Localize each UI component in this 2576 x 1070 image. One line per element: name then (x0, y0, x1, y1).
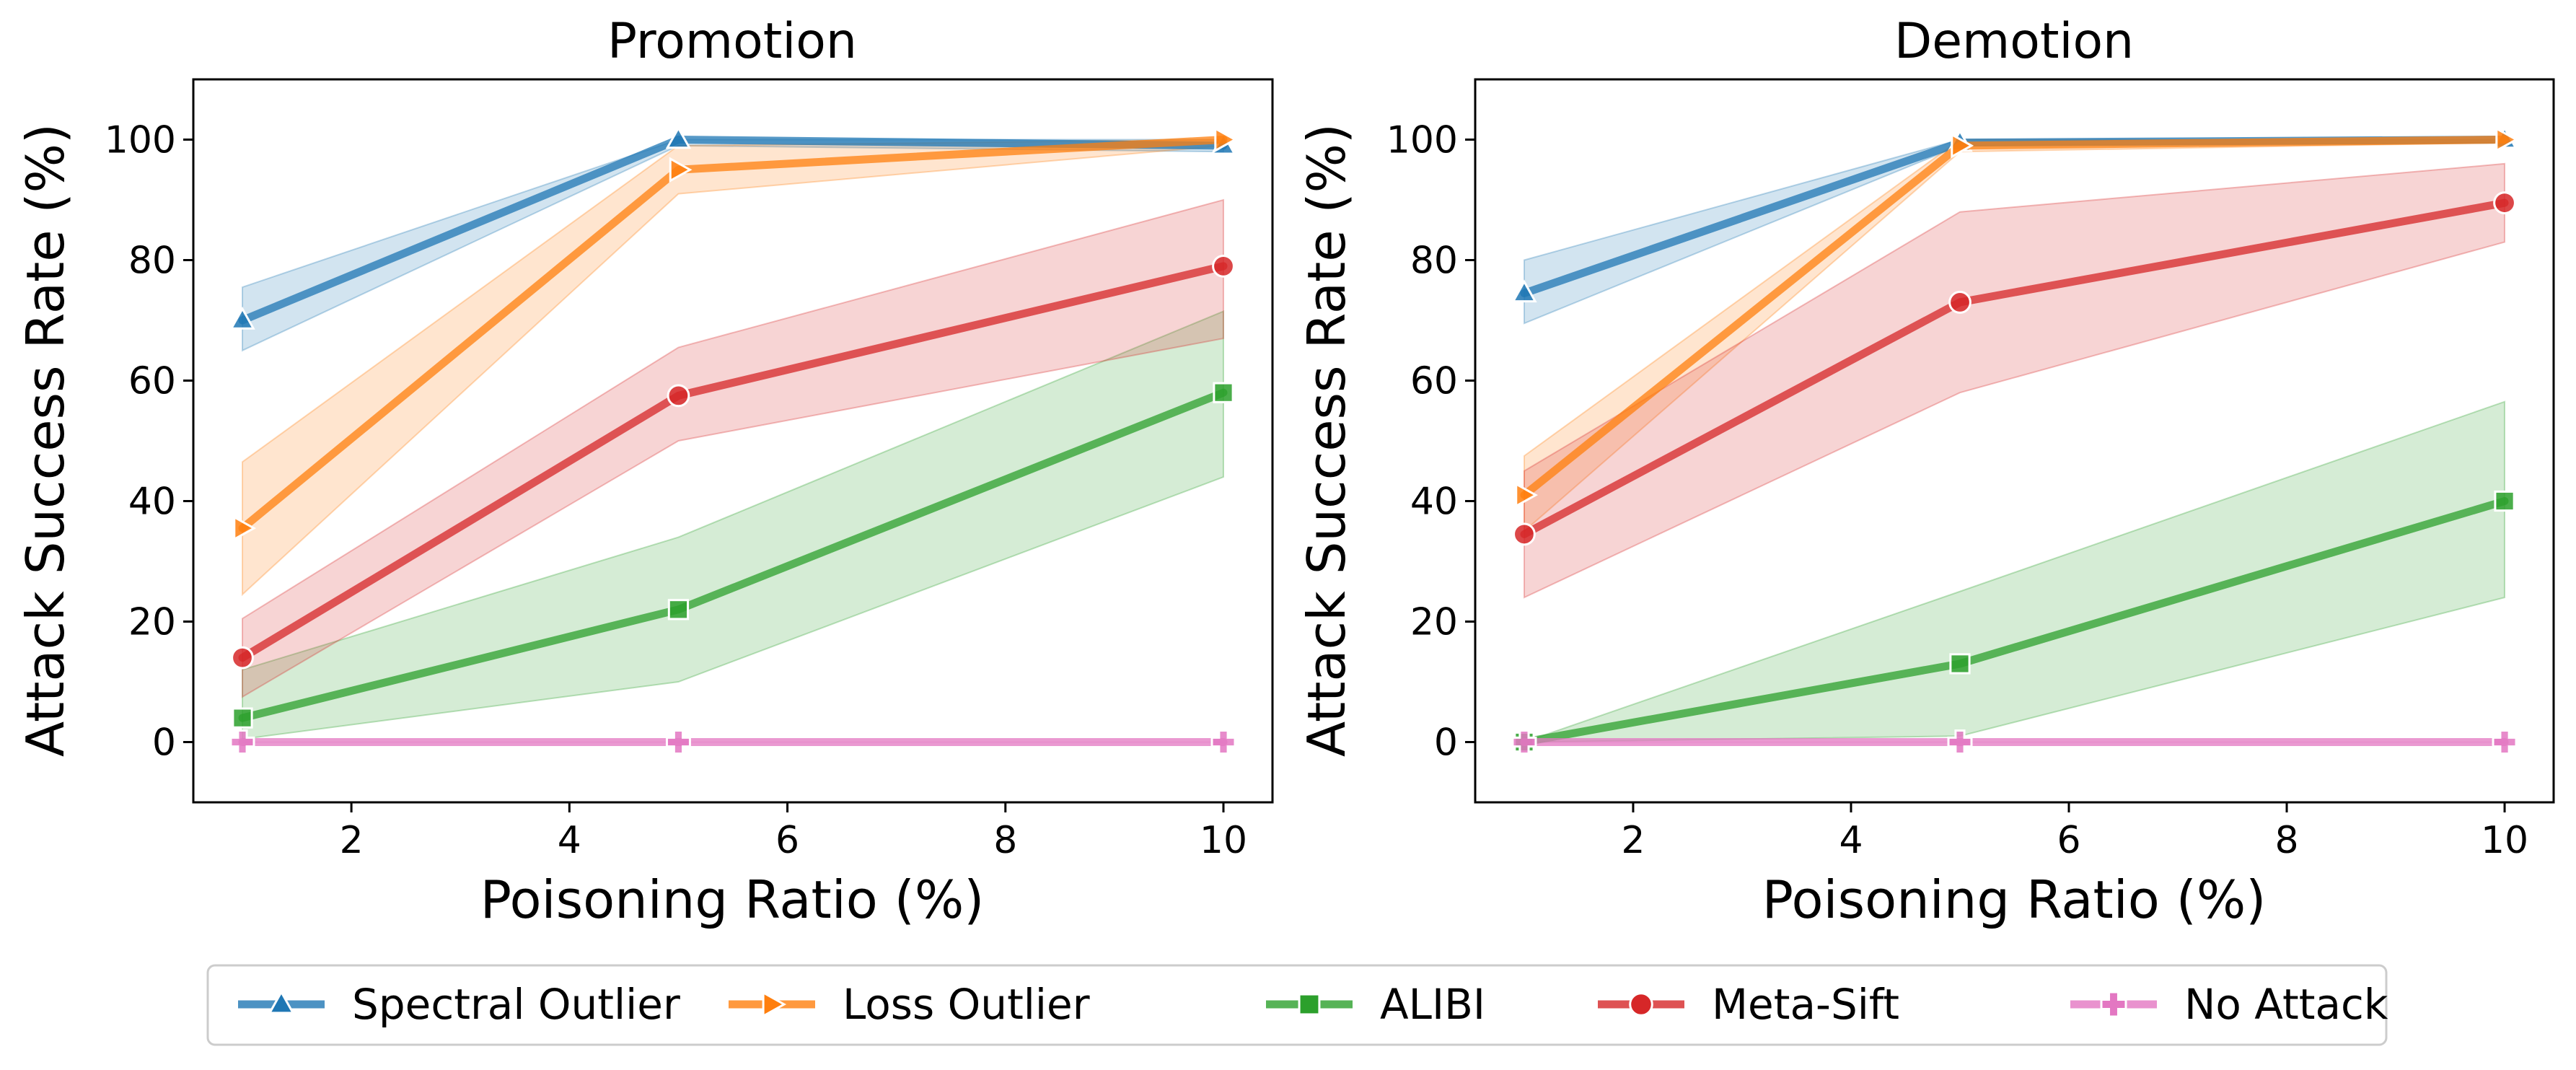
y-tick-label: 0 (152, 722, 176, 765)
x-tick-label: 6 (775, 819, 799, 862)
point-no-attack (1511, 729, 1537, 755)
square-icon (1298, 993, 1321, 1016)
x-tick-label: 10 (2481, 819, 2528, 862)
triangle-right-icon (762, 991, 787, 1018)
legend-item-meta-sift: Meta-Sift (1598, 980, 1899, 1029)
y-tick-label: 40 (1410, 481, 1458, 524)
point-meta-sift (1212, 254, 1235, 278)
circle-icon (1629, 992, 1653, 1017)
panel-promotion: Promotion Poisoning Ratio (%) Attack Suc… (15, 13, 1274, 930)
axes-frame (1474, 78, 2555, 804)
x-tick-label: 10 (1200, 819, 1247, 862)
y-tick-label: 60 (1410, 360, 1458, 403)
y-tick-label: 80 (1410, 240, 1458, 283)
legend-label: No Attack (2184, 980, 2388, 1029)
triangle-up-icon (268, 989, 295, 1014)
legend-label: ALIBI (1380, 980, 1485, 1029)
y-tick-label: 20 (128, 601, 176, 644)
point-loss-outlier (1515, 482, 1539, 508)
point-meta-sift (231, 646, 254, 670)
y-tick-label: 60 (128, 360, 176, 403)
point-loss-outlier (669, 157, 693, 183)
legend-label: Spectral Outlier (352, 980, 680, 1029)
legend: Spectral Outlier Loss Outlier ALIBI Meta-Si… (206, 964, 2388, 1046)
legend-item-alibi: ALIBI (1266, 980, 1485, 1029)
x-tick-label: 2 (340, 819, 364, 862)
point-meta-sift (667, 384, 690, 408)
point-alibi (2494, 490, 2515, 512)
y-tick-label: 40 (128, 481, 176, 524)
point-no-attack (229, 729, 255, 755)
y-axis-label: Attack Success Rate (%) (15, 123, 76, 757)
point-alibi (667, 599, 690, 620)
x-tick-label: 4 (558, 819, 581, 862)
y-tick-label: 0 (1434, 722, 1458, 765)
y-tick-label: 20 (1410, 601, 1458, 644)
x-tick-label: 6 (2057, 819, 2080, 862)
x-tick-label: 4 (1839, 819, 1863, 862)
point-spectral-outlier (229, 306, 255, 330)
legend-item-spectral-outlier: Spectral Outlier (238, 980, 680, 1029)
point-no-attack (2492, 729, 2518, 755)
point-alibi (1949, 653, 1971, 675)
point-loss-outlier (1214, 126, 1238, 153)
point-loss-outlier (2495, 126, 2519, 153)
point-no-attack (1947, 729, 1973, 755)
point-spectral-outlier (665, 126, 692, 149)
legend-label: Meta-Sift (1712, 980, 1899, 1029)
point-meta-sift (1948, 291, 1971, 314)
y-tick-label: 100 (105, 119, 176, 162)
y-tick-label: 100 (1386, 119, 1458, 162)
point-meta-sift (1513, 522, 1536, 546)
x-tick-label: 8 (993, 819, 1017, 862)
point-no-attack (665, 729, 691, 755)
point-loss-outlier (233, 515, 257, 541)
y-tick-label: 80 (128, 240, 176, 283)
legend-item-loss-outlier: Loss Outlier (729, 980, 1090, 1029)
panel-demotion: Demotion Poisoning Ratio (%) Attack Succ… (1296, 13, 2555, 930)
x-tick-label: 8 (2274, 819, 2298, 862)
plus-icon (2100, 991, 2127, 1018)
legend-item-no-attack: No Attack (2070, 980, 2388, 1029)
point-no-attack (1210, 729, 1236, 755)
legend-label: Loss Outlier (843, 980, 1090, 1029)
x-axis-label: Poisoning Ratio (%) (1762, 869, 2267, 930)
band-meta-sift (1523, 162, 2506, 599)
axes-frame (192, 78, 1274, 804)
panel-title: Promotion (607, 13, 857, 70)
point-alibi (232, 707, 253, 729)
point-spectral-outlier (1511, 279, 1537, 303)
panel-title: Demotion (1894, 13, 2134, 70)
x-tick-label: 2 (1621, 819, 1645, 862)
point-alibi (1213, 382, 1234, 403)
x-axis-label: Poisoning Ratio (%) (480, 869, 985, 930)
y-axis-label: Attack Success Rate (%) (1296, 123, 1357, 757)
point-meta-sift (2493, 191, 2516, 215)
point-loss-outlier (1951, 133, 1974, 159)
legend-entries: Spectral Outlier Loss Outlier ALIBI Meta-Si… (238, 980, 2388, 1029)
